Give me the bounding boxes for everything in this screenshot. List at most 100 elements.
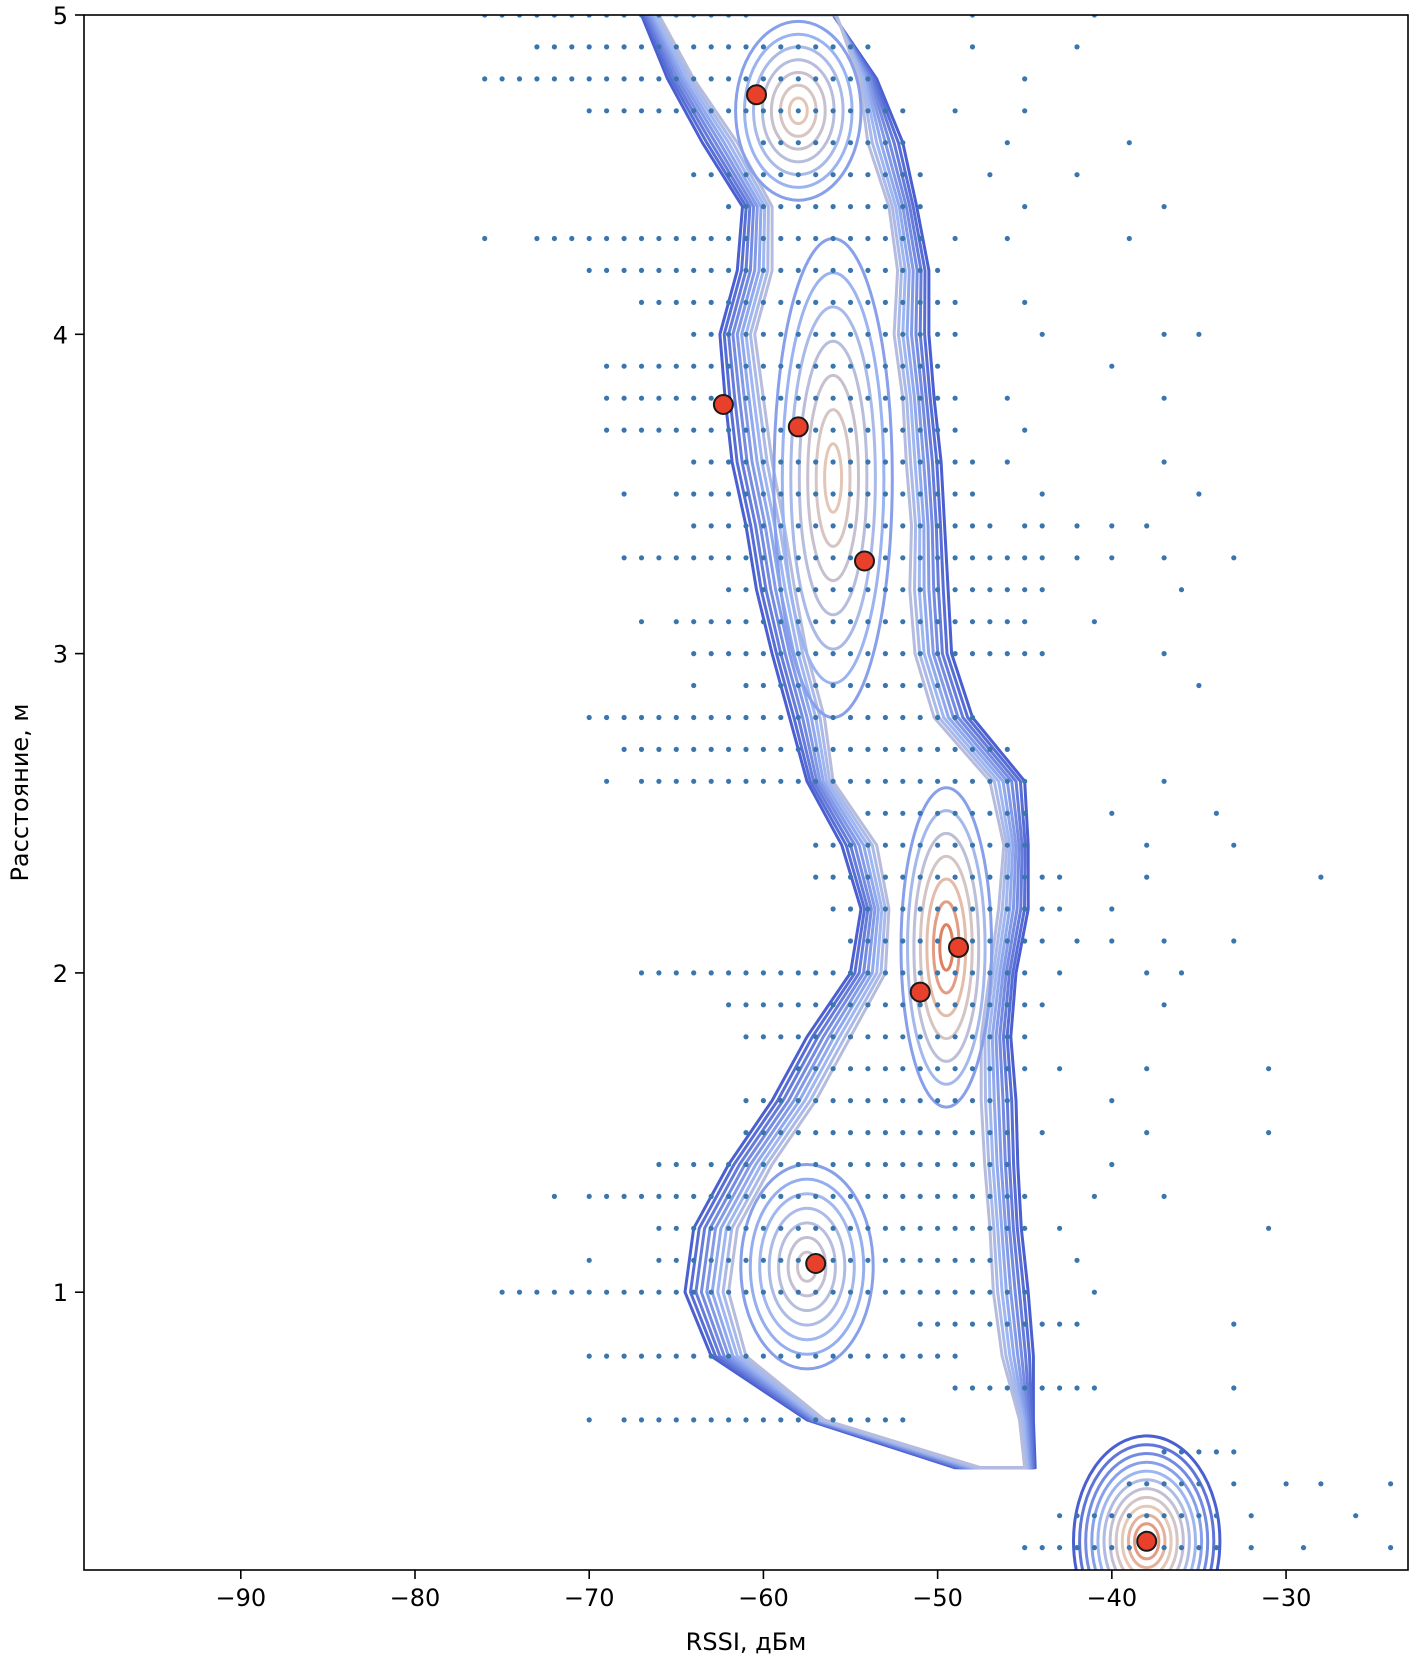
scatter-point [969, 1193, 976, 1199]
scatter-point [865, 523, 871, 529]
scatter-point [638, 44, 645, 50]
scatter-point [534, 1289, 540, 1295]
scatter-point [917, 235, 923, 242]
scatter-point [1126, 1481, 1132, 1487]
scatter-point [1022, 1385, 1028, 1391]
scatter-point [673, 267, 679, 273]
scatter-point [1039, 1385, 1045, 1391]
scatter-point [1178, 587, 1185, 593]
scatter-point [830, 395, 836, 401]
scatter-point [952, 746, 958, 753]
scatter-point [882, 1225, 889, 1231]
scatter-point [1178, 1449, 1185, 1455]
scatter-point [795, 1130, 801, 1136]
scatter-point [830, 682, 836, 689]
scatter-point [621, 267, 627, 273]
scatter-point [865, 1034, 871, 1040]
scatter-point [708, 427, 714, 433]
scatter-point [1004, 1225, 1010, 1231]
scatter-point [778, 1034, 784, 1040]
scatter-point [482, 235, 488, 242]
scatter-point [673, 1353, 679, 1359]
scatter-point [969, 1034, 976, 1040]
scatter-point [900, 906, 906, 912]
scatter-point [813, 1098, 819, 1104]
contour-peak-level [767, 1206, 847, 1327]
scatter-point [726, 427, 732, 433]
scatter-point [1126, 140, 1132, 146]
scatter-point [830, 1161, 836, 1168]
scatter-point [691, 555, 697, 561]
scatter-point [935, 523, 941, 529]
scatter-point [778, 1225, 784, 1231]
scatter-point [987, 1193, 993, 1199]
scatter-point [865, 1257, 871, 1263]
scatter-point [1161, 459, 1167, 465]
contour-peak-level [777, 1221, 837, 1312]
scatter-point [726, 172, 732, 178]
scatter-point [882, 1289, 889, 1295]
scatter-point [969, 1161, 976, 1168]
scatter-point [830, 1002, 836, 1008]
scatter-point [638, 267, 645, 273]
scatter-point [1231, 1321, 1237, 1327]
scatter-point [847, 172, 854, 178]
scatter-point [760, 1161, 767, 1168]
scatter-point [1039, 938, 1045, 944]
scatter-point [1004, 938, 1010, 944]
scatter-point [1161, 555, 1167, 561]
scatter-point [987, 938, 993, 944]
contour-peak-level [1133, 1522, 1161, 1561]
scatter-point [830, 108, 836, 114]
scatter-point [621, 108, 627, 114]
scatter-point [1161, 395, 1167, 401]
scatter-point [604, 235, 610, 242]
scatter-point [865, 1161, 871, 1168]
scatter-point [813, 523, 819, 529]
scatter-point [917, 299, 923, 305]
highlighted-point [948, 936, 969, 958]
scatter-point [726, 651, 732, 657]
scatter-point [604, 1193, 610, 1199]
scatter-point [882, 1130, 889, 1136]
scatter-point [1074, 938, 1080, 944]
contour-peak-level [787, 96, 809, 126]
y-tick-label: 2 [53, 960, 68, 988]
scatter-point [882, 1353, 889, 1359]
scatter-point [1144, 1513, 1150, 1519]
scatter-point [865, 76, 871, 82]
scatter-point [813, 108, 819, 114]
scatter-point [656, 395, 662, 401]
scatter-point [952, 108, 958, 114]
scatter-point [1057, 1066, 1063, 1072]
scatter-point [673, 1193, 679, 1199]
scatter-point [691, 299, 697, 305]
scatter-point [795, 1193, 801, 1199]
scatter-point [1004, 906, 1010, 912]
scatter-point [1004, 1289, 1010, 1295]
scatter-point [987, 172, 993, 178]
scatter-point [1057, 1513, 1063, 1519]
scatter-point [708, 746, 714, 753]
scatter-point [795, 76, 801, 82]
scatter-point [795, 140, 801, 146]
scatter-point [604, 778, 610, 784]
scatter-point [865, 714, 871, 721]
scatter-point [726, 235, 732, 242]
scatter-point [691, 44, 697, 50]
scatter-point [952, 299, 958, 305]
scatter-point [865, 874, 871, 880]
scatter-point [743, 1034, 749, 1040]
scatter-point [743, 44, 749, 50]
contour-peak-level [1078, 1443, 1216, 1570]
scatter-point [935, 299, 941, 305]
scatter-point [952, 331, 958, 337]
scatter-point [1109, 555, 1115, 561]
scatter-point [656, 746, 662, 753]
scatter-point [1004, 970, 1010, 976]
scatter-point [743, 778, 749, 784]
scatter-point [778, 1098, 784, 1104]
scatter-point [708, 651, 714, 657]
scatter-point [900, 714, 906, 721]
scatter-point [865, 172, 871, 178]
